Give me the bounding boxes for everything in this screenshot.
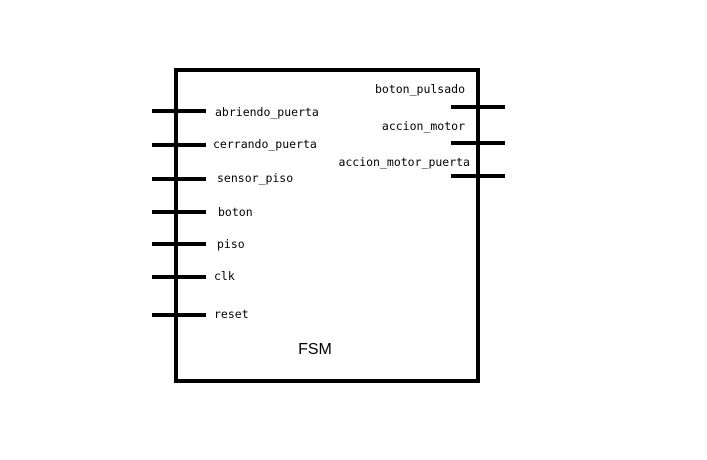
output-port-label: accion_motor_puerta: [338, 155, 470, 169]
output-port-accion-motor: accion_motor: [382, 119, 505, 145]
input-port-label: piso: [217, 237, 245, 251]
block-name: FSM: [298, 341, 332, 358]
input-port-abriendo-puerta: abriendo_puerta: [152, 105, 319, 119]
input-port-cerrando-puerta: cerrando_puerta: [152, 137, 317, 151]
output-port-accion-motor-puerta: accion_motor_puerta: [338, 155, 505, 178]
input-port-reset: reset: [152, 307, 249, 321]
output-port-label: boton_pulsado: [375, 82, 465, 96]
input-port-label: cerrando_puerta: [213, 137, 317, 151]
input-ports: abriendo_puerta cerrando_puerta sensor_p…: [152, 105, 319, 321]
output-port-boton-pulsado: boton_pulsado: [375, 82, 505, 109]
output-port-label: accion_motor: [382, 119, 465, 133]
input-port-sensor-piso: sensor_piso: [152, 171, 293, 185]
input-port-label: sensor_piso: [217, 171, 293, 185]
input-port-clk: clk: [152, 269, 235, 283]
input-port-boton: boton: [152, 205, 253, 219]
input-port-label: abriendo_puerta: [215, 105, 319, 119]
output-ports: boton_pulsado accion_motor accion_motor_…: [338, 82, 505, 178]
input-port-label: clk: [214, 269, 235, 283]
fsm-block: [174, 68, 480, 383]
input-port-label: boton: [218, 205, 253, 219]
input-port-label: reset: [214, 307, 249, 321]
input-port-piso: piso: [152, 237, 245, 251]
